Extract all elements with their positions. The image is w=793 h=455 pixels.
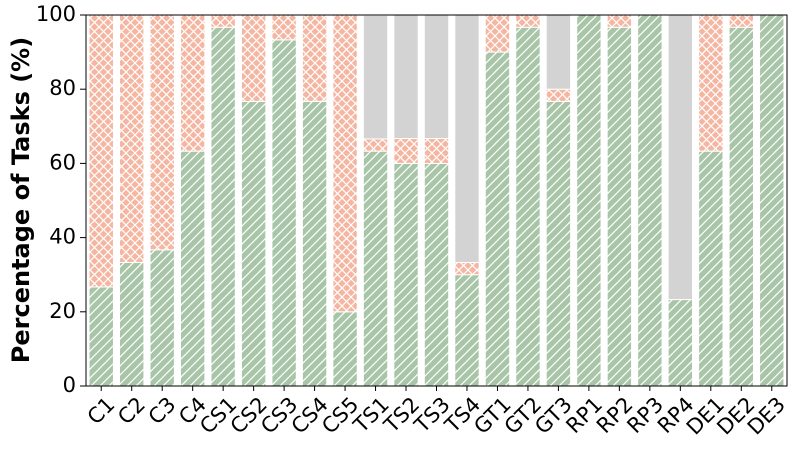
bar-segment [119,261,145,387]
y-tick-label: 0 [63,373,76,397]
bar-segment [88,286,114,387]
bar-segment [454,261,480,276]
bar-segment [515,14,541,28]
bar-segment [332,14,358,313]
bar-segment [454,14,480,263]
bar-segment [545,88,572,102]
bar-segment [606,14,633,28]
bar-segment [301,100,328,387]
bar-segment [484,51,511,387]
bar-segment [728,26,754,387]
bar-segment [393,138,419,164]
y-tick-label: 60 [49,150,76,174]
bar-segment [606,26,633,387]
bar-segment [271,39,297,387]
bar-segment [393,162,419,387]
y-tick-label: 100 [36,2,76,26]
bar-segment [423,14,450,140]
bar-segment [667,299,694,387]
bar-segment [515,26,541,387]
bar-segment [210,14,236,28]
bar-segment [423,138,450,164]
bar-segment [362,150,389,387]
bar-segment [667,14,694,301]
y-axis-label: Percentage of Tasks (%) [7,37,35,363]
y-tick-label: 20 [49,299,76,323]
bar-segment [179,14,206,152]
x-tick-label: DE3 [743,392,790,439]
bar-segment [576,14,602,387]
bar-segment [210,26,236,387]
bar-segment [240,100,267,387]
bar-segment [179,150,206,387]
bar-segment [759,14,785,387]
bar-segment [240,14,267,102]
bar-segment [545,100,572,387]
bar-segment [301,14,328,102]
bar-segment [698,150,724,387]
bar-segment [332,311,358,387]
bar-segment [423,162,450,387]
bar-segment [149,249,175,387]
bar-segment [393,14,419,140]
y-tick-label: 40 [49,225,76,249]
bar-segment [484,14,511,53]
bar-segment [362,14,389,140]
bar-segment [88,14,114,288]
bar-segment [454,274,480,387]
bar-segment [149,14,175,251]
bar-segment [728,14,754,28]
bar-segment [545,14,572,90]
bar-segment [698,14,724,152]
bar-segment [362,138,389,152]
bar-segment [119,14,145,263]
bar-segment [271,14,297,41]
bar-segment [637,14,663,387]
y-tick-label: 80 [49,76,76,100]
plot-frame [85,14,788,387]
